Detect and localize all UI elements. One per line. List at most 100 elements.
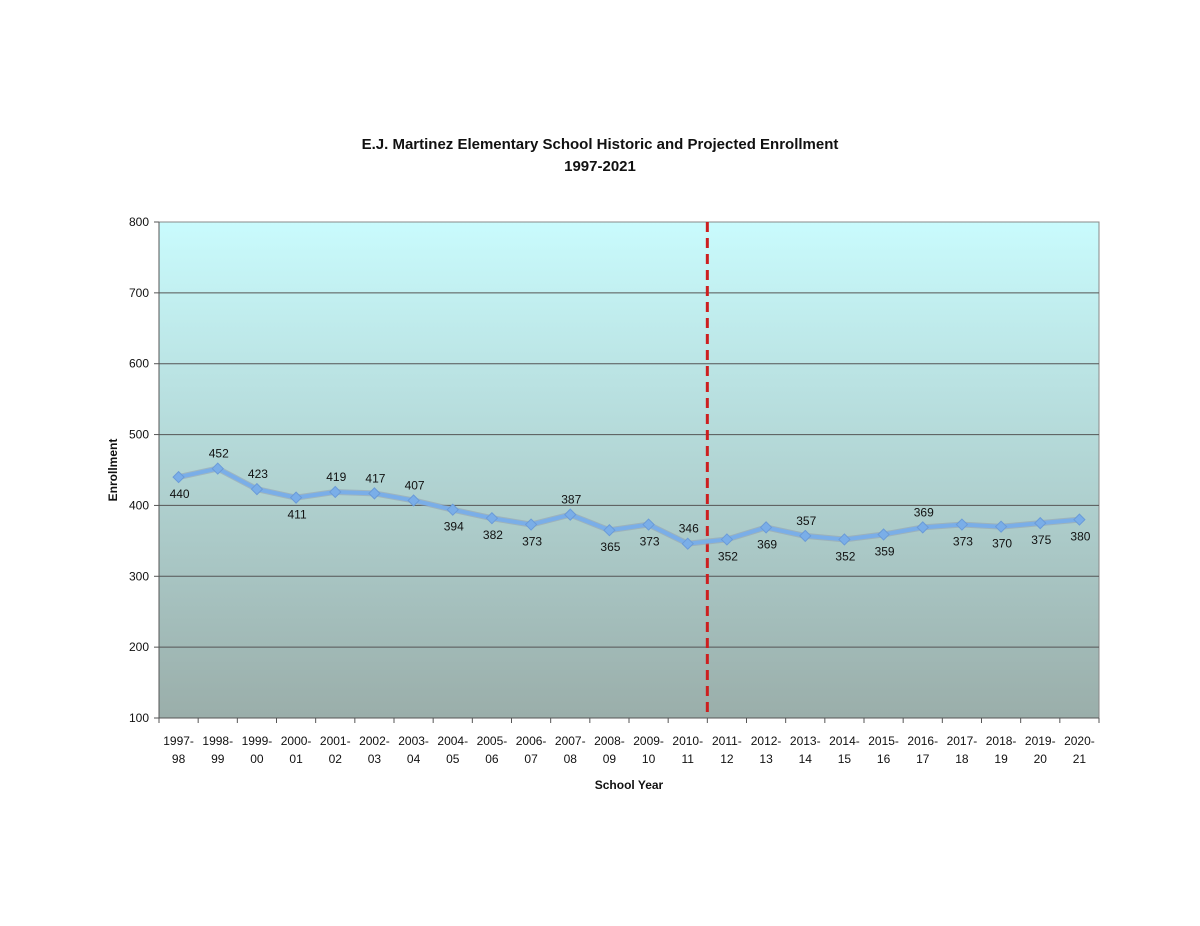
chart-title: E.J. Martinez Elementary School Historic… (0, 134, 1200, 178)
x-axis-label: School Year (595, 778, 664, 792)
x-tick-label: 2009- (633, 734, 664, 748)
x-tick-label-line2: 01 (289, 752, 303, 766)
x-tick-label: 2000- (281, 734, 312, 748)
x-tick-label: 2020- (1064, 734, 1095, 748)
chart-title-main: E.J. Martinez Elementary School Historic… (361, 136, 839, 153)
data-point (681, 537, 694, 550)
data-point (994, 520, 1008, 533)
x-tick-label: 2018- (986, 734, 1017, 748)
x-tick-label-line2: 02 (329, 752, 343, 766)
data-point (603, 524, 616, 537)
gridlines (159, 292, 1099, 648)
data-label: 346 (679, 522, 699, 536)
x-tick-label: 2014- (829, 734, 860, 748)
x-tick-label-line2: 98 (172, 752, 186, 766)
data-point (759, 521, 773, 534)
data-point (407, 494, 420, 507)
x-tick-label: 2017- (947, 734, 978, 748)
data-label: 369 (914, 505, 934, 519)
x-tick-label-line2: 11 (682, 752, 695, 766)
x-tick-label-line2: 00 (250, 752, 264, 766)
data-point (838, 533, 851, 546)
data-label: 352 (718, 549, 738, 563)
x-tick-label: 2005- (477, 734, 508, 748)
data-point (916, 521, 929, 534)
y-tick-label: 700 (129, 286, 149, 300)
data-point (250, 482, 264, 496)
y-tick-label: 300 (129, 569, 149, 583)
data-label: 373 (522, 535, 542, 549)
x-tick-label-line2: 13 (759, 752, 773, 766)
data-point (289, 491, 303, 504)
data-label: 375 (1031, 533, 1051, 547)
x-tick-label: 1999- (242, 734, 273, 748)
chart-subtitle: 1997-2021 (564, 158, 636, 175)
x-tick-label-line2: 07 (524, 752, 538, 766)
data-label: 373 (640, 535, 660, 549)
axes: 1002003004005006007008001997-981998-9919… (129, 215, 1100, 766)
data-point (564, 508, 577, 521)
x-tick-label: 2002- (359, 734, 390, 748)
data-point (211, 462, 224, 475)
data-point (524, 518, 538, 531)
x-tick-label-line2: 19 (994, 752, 1008, 766)
x-tick-label: 2010- (672, 734, 703, 748)
x-tick-label-line2: 10 (642, 752, 656, 766)
data-label: 411 (288, 508, 307, 522)
x-tick-label: 1997- (163, 734, 194, 748)
series-line (178, 466, 1080, 546)
y-tick-label: 400 (129, 498, 149, 512)
x-tick-label: 2004- (437, 734, 468, 748)
data-point (720, 533, 734, 546)
data-point (955, 518, 969, 531)
data-label: 423 (248, 467, 268, 481)
x-tick-label-line2: 20 (1034, 752, 1048, 766)
data-point (642, 518, 655, 531)
data-label: 440 (170, 487, 190, 501)
data-point (485, 511, 499, 525)
data-label: 359 (875, 544, 895, 558)
plot-area (158, 221, 1100, 719)
x-tick-label-line2: 09 (603, 752, 617, 766)
x-tick-label-line2: 99 (211, 752, 225, 766)
data-label: 365 (600, 540, 620, 554)
x-tick-label: 2013- (790, 734, 821, 748)
series (172, 462, 1086, 550)
x-tick-label-line2: 06 (485, 752, 499, 766)
x-tick-label: 2006- (516, 734, 547, 748)
data-point (446, 503, 459, 516)
data-label: 407 (405, 478, 425, 492)
x-tick-label: 2001- (320, 734, 351, 748)
data-point (172, 470, 185, 484)
y-tick-label: 500 (129, 428, 149, 442)
data-label: 373 (953, 535, 973, 549)
data-label: 357 (796, 514, 816, 528)
data-point (1034, 516, 1047, 530)
y-tick-label: 100 (129, 711, 149, 725)
data-point (329, 485, 342, 499)
x-tick-label: 2012- (751, 734, 782, 748)
x-tick-label-line2: 17 (916, 752, 930, 766)
data-labels: 440 452 423 411 419 417 407 394 382 373 387 365 373 3… (170, 447, 1091, 564)
data-label: 380 (1070, 530, 1090, 544)
x-tick-label: 2008- (594, 734, 625, 748)
data-point (1073, 513, 1086, 526)
data-label: 382 (483, 528, 503, 542)
x-tick-label: 2015- (868, 734, 899, 748)
y-tick-label: 800 (129, 215, 149, 229)
x-tick-label-line2: 16 (877, 752, 891, 766)
x-tick-label-line2: 03 (368, 752, 382, 766)
x-tick-label-line2: 05 (446, 752, 460, 766)
y-tick-label: 200 (129, 640, 149, 654)
data-point (799, 529, 812, 543)
x-tick-label-line2: 04 (407, 752, 421, 766)
x-tick-label: 2007- (555, 734, 586, 748)
data-label: 370 (992, 537, 1012, 551)
x-tick-label: 2011- (712, 734, 742, 748)
x-tick-label-line2: 14 (799, 752, 813, 766)
data-label: 369 (757, 537, 777, 551)
y-tick-label: 600 (129, 357, 149, 371)
x-tick-label-line2: 18 (955, 752, 969, 766)
data-label: 419 (326, 470, 346, 484)
